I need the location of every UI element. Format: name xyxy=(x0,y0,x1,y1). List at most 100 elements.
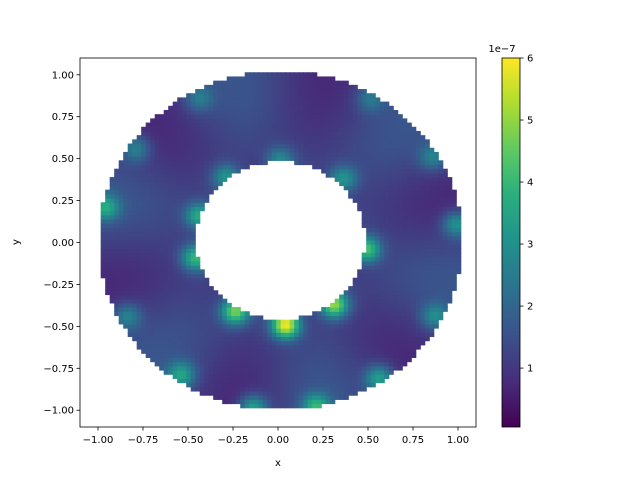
heat-cell xyxy=(334,164,340,170)
heat-cell xyxy=(370,286,376,291)
heat-cell xyxy=(168,260,174,266)
heat-cell xyxy=(384,231,390,237)
heat-cell xyxy=(258,130,264,136)
heat-cell xyxy=(379,139,385,145)
heat-cell xyxy=(357,281,363,287)
heat-cell xyxy=(172,353,178,358)
heat-cell xyxy=(195,298,201,304)
heat-cell xyxy=(384,210,390,216)
heat-cell xyxy=(357,298,363,304)
heat-cell xyxy=(451,189,457,195)
heat-cell xyxy=(253,156,259,161)
heat-cell xyxy=(370,357,376,363)
heat-cell xyxy=(163,130,169,136)
heat-cell xyxy=(388,206,394,212)
heat-cell xyxy=(406,151,412,157)
heat-cell xyxy=(204,185,210,191)
heat-cell xyxy=(285,84,291,90)
heat-cell xyxy=(168,323,174,329)
heat-cell xyxy=(208,382,214,388)
heat-cell xyxy=(388,336,394,342)
heat-cell xyxy=(136,248,142,254)
heat-cell xyxy=(289,139,295,145)
heat-cell xyxy=(100,235,106,241)
heat-cell xyxy=(388,323,394,329)
heat-cell xyxy=(316,386,322,392)
heat-cell xyxy=(127,219,133,224)
heat-cell xyxy=(123,260,129,266)
heat-cell xyxy=(150,189,156,195)
heat-cell xyxy=(411,168,417,174)
heat-cell xyxy=(316,369,322,375)
heat-cell xyxy=(280,110,286,115)
heat-cell xyxy=(420,189,426,195)
heat-cell xyxy=(163,177,169,182)
heat-cell xyxy=(154,147,160,153)
heat-cell xyxy=(262,353,268,358)
heat-cell xyxy=(433,269,439,275)
heat-cell xyxy=(366,231,372,237)
heat-cell xyxy=(217,172,223,178)
heat-cell xyxy=(352,302,358,308)
heat-cell xyxy=(348,160,354,166)
heat-cell xyxy=(244,130,250,136)
heat-cell xyxy=(402,349,408,354)
heat-cell xyxy=(204,164,210,170)
heat-cell xyxy=(105,223,111,228)
heat-cell xyxy=(195,181,201,187)
heat-cell xyxy=(163,239,169,245)
colorbar-offset-label: 1e−7 xyxy=(488,44,515,55)
heat-cell xyxy=(114,294,120,300)
heat-cell xyxy=(348,126,354,132)
heat-cell xyxy=(168,118,174,124)
heat-cell xyxy=(424,202,430,208)
heat-cell xyxy=(208,185,214,191)
heat-cell xyxy=(249,147,255,153)
heat-cell xyxy=(361,319,367,325)
heat-cell xyxy=(235,84,241,90)
heat-cell xyxy=(271,72,277,78)
heat-cell xyxy=(366,344,372,350)
heat-cell xyxy=(388,235,394,241)
heat-cell xyxy=(100,269,106,275)
heat-cell xyxy=(370,302,376,308)
heat-cell xyxy=(235,80,241,86)
heat-cell xyxy=(406,126,412,132)
heat-cell xyxy=(447,298,453,304)
heat-cell xyxy=(307,395,313,400)
heat-cell xyxy=(348,294,354,300)
heat-cell xyxy=(199,181,205,187)
heat-cell xyxy=(397,286,403,291)
heat-cell xyxy=(433,181,439,187)
heat-cell xyxy=(244,336,250,342)
heat-cell xyxy=(276,395,282,400)
heat-cell xyxy=(240,344,246,350)
heat-cell xyxy=(402,189,408,195)
heat-cell xyxy=(181,135,187,140)
heat-cell xyxy=(334,382,340,388)
heat-cell xyxy=(109,239,115,245)
heat-cell xyxy=(285,319,291,325)
heat-cell xyxy=(190,93,196,99)
heat-cell xyxy=(285,365,291,371)
heat-cell xyxy=(438,198,444,203)
heat-cell xyxy=(163,164,169,170)
heat-cell xyxy=(406,164,412,170)
heat-cell xyxy=(357,369,363,375)
heat-cell xyxy=(222,298,228,304)
heat-cell xyxy=(352,315,358,321)
heat-cell xyxy=(240,369,246,375)
heat-cell xyxy=(172,235,178,241)
heat-cell xyxy=(397,260,403,266)
heat-cell xyxy=(195,110,201,115)
heat-cell xyxy=(352,290,358,296)
heat-cell xyxy=(132,286,138,291)
heat-cell xyxy=(145,177,151,182)
heat-cell xyxy=(231,76,237,82)
heat-cell xyxy=(411,244,417,249)
heat-cell xyxy=(456,244,462,249)
heat-cell xyxy=(172,265,178,270)
heat-cell xyxy=(199,193,205,199)
heat-cell xyxy=(109,277,115,283)
heat-cell xyxy=(168,349,174,354)
